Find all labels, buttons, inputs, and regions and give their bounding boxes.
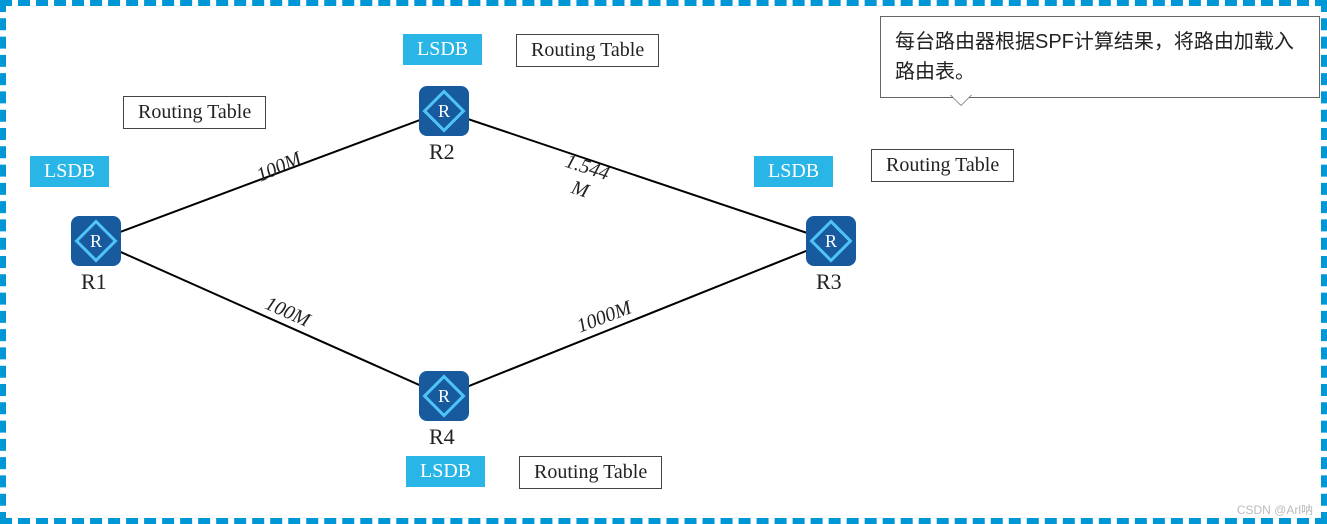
diagram-canvas: RRRR 100M1.544 M100M1000MR1LSDBRouting T…	[6, 6, 1321, 518]
lsdb-badge-R3: LSDB	[754, 156, 833, 187]
router-label-R2: R2	[429, 139, 455, 165]
link-R1-R4	[96, 241, 444, 396]
router-R3: R	[806, 216, 856, 266]
svg-text:R: R	[90, 231, 102, 251]
lsdb-badge-R1: LSDB	[30, 156, 109, 187]
lsdb-badge-R2: LSDB	[403, 34, 482, 65]
watermark: CSDN @Arl呐	[1237, 501, 1313, 518]
link-R4-R3	[444, 241, 831, 396]
svg-text:R: R	[825, 231, 837, 251]
lsdb-badge-R4: LSDB	[406, 456, 485, 487]
routing-table-badge-R2: Routing Table	[516, 34, 659, 67]
router-label-R3: R3	[816, 269, 842, 295]
svg-text:R: R	[438, 386, 450, 406]
routing-table-badge-R4: Routing Table	[519, 456, 662, 489]
routing-table-badge-R1: Routing Table	[123, 96, 266, 129]
router-label-R1: R1	[81, 269, 107, 295]
router-R4: R	[419, 371, 469, 421]
svg-text:R: R	[438, 101, 450, 121]
router-R1: R	[71, 216, 121, 266]
explanation-callout: 每台路由器根据SPF计算结果，将路由加载入路由表。	[880, 16, 1320, 98]
router-label-R4: R4	[429, 424, 455, 450]
router-R2: R	[419, 86, 469, 136]
routing-table-badge-R3: Routing Table	[871, 149, 1014, 182]
